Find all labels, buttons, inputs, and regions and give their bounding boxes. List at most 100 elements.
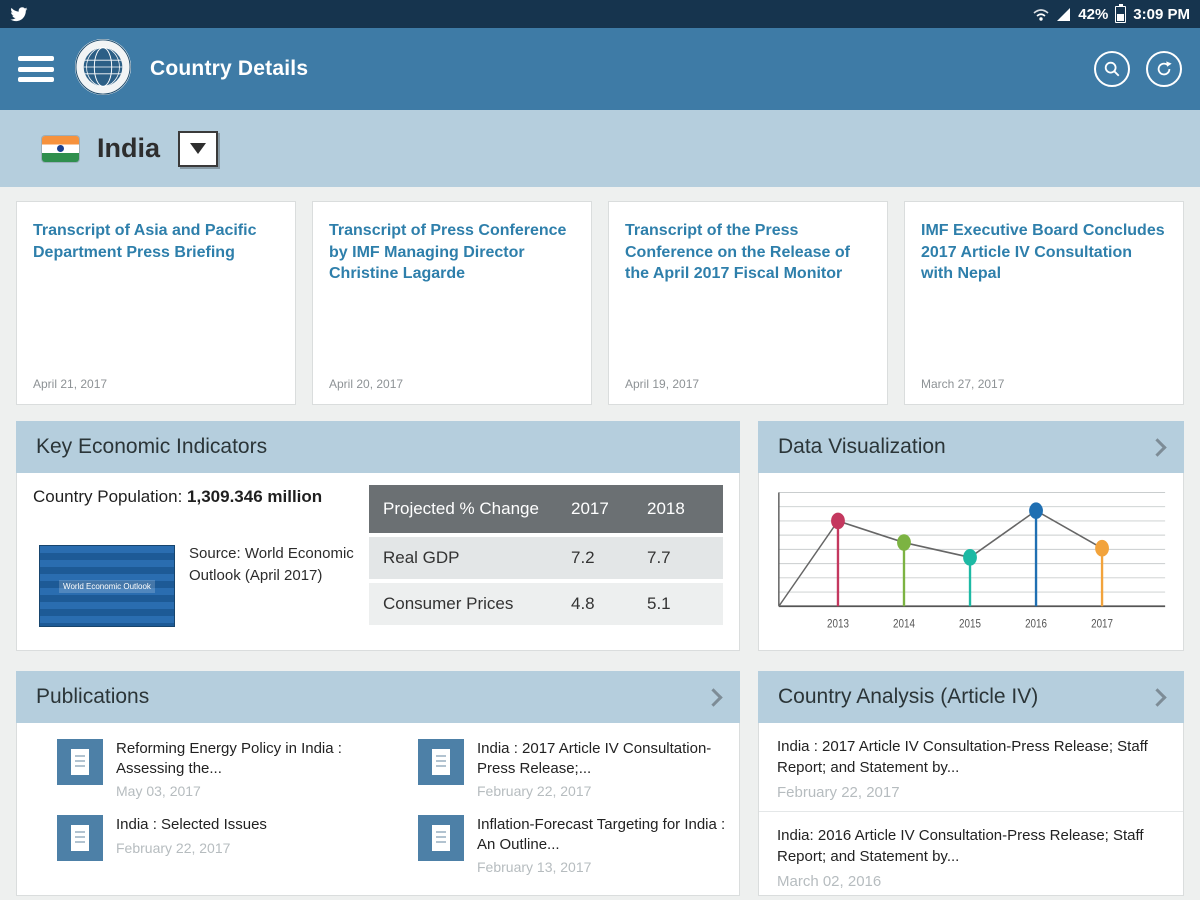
indicators-table: Projected % Change 2017 2018 Real GDP 7.… xyxy=(369,485,723,625)
news-card-date: March 27, 2017 xyxy=(921,377,1005,391)
news-card-date: April 19, 2017 xyxy=(625,377,700,391)
document-icon xyxy=(418,815,464,861)
app-bar: Country Details xyxy=(0,28,1200,110)
chevron-down-icon xyxy=(190,143,207,154)
bottom-row: Publications Reforming Energy Policy in … xyxy=(0,651,1200,896)
publication-item[interactable]: India : 2017 Article IV Consultation-Pre… xyxy=(378,729,739,805)
country-dropdown-button[interactable] xyxy=(178,130,219,167)
key-economic-indicators-header: Key Economic Indicators xyxy=(16,421,740,473)
row-value-2017: 7.2 xyxy=(571,548,595,567)
refresh-icon xyxy=(1157,61,1172,76)
row-value-2017: 4.8 xyxy=(571,594,595,613)
country-analysis-body: India : 2017 Article IV Consultation-Pre… xyxy=(758,723,1184,896)
data-visualization-body: 2013 2014 2015 2016 2017 xyxy=(758,473,1184,651)
news-card[interactable]: Transcript of the Press Conference on th… xyxy=(608,201,888,405)
search-icon xyxy=(1104,61,1120,77)
country-name: India xyxy=(97,133,161,163)
signal-icon xyxy=(1057,7,1071,21)
row-value-2018: 5.1 xyxy=(647,594,671,613)
country-population: Country Population: 1,309.346 million xyxy=(33,485,373,510)
panel-title: Key Economic Indicators xyxy=(36,435,268,458)
news-card-title: Transcript of Press Conference by IMF Ma… xyxy=(329,222,567,283)
publication-item[interactable]: Reforming Energy Policy in India : Asses… xyxy=(17,729,378,805)
page-title: Country Details xyxy=(150,57,309,80)
publication-title: India : 2017 Article IV Consultation-Pre… xyxy=(477,740,712,777)
status-time: 3:09 PM xyxy=(1133,5,1190,23)
data-viz-chart: 2013 2014 2015 2016 2017 xyxy=(778,492,1166,631)
col-2017: 2017 xyxy=(571,499,609,518)
row-value-2018: 7.7 xyxy=(647,548,671,567)
wifi-icon xyxy=(1033,9,1049,21)
document-icon xyxy=(57,739,103,785)
key-economic-indicators-body: Country Population: 1,309.346 million Wo… xyxy=(16,473,740,651)
panel-title: Publications xyxy=(36,685,150,708)
publication-title: India : Selected Issues xyxy=(116,816,267,833)
country-analysis-header[interactable]: Country Analysis (Article IV) xyxy=(758,671,1184,723)
chevron-right-icon[interactable] xyxy=(1148,437,1167,457)
document-icon xyxy=(418,739,464,785)
analysis-item[interactable]: India : 2017 Article IV Consultation-Pre… xyxy=(759,723,1183,812)
analysis-title: India: 2016 Article IV Consultation-Pres… xyxy=(777,827,1144,865)
twitter-icon xyxy=(10,6,28,21)
news-card[interactable]: Transcript of Asia and Pacific Departmen… xyxy=(16,201,296,405)
search-button[interactable] xyxy=(1094,51,1130,87)
table-row: Real GDP 7.2 7.7 xyxy=(369,537,723,579)
news-card-date: April 21, 2017 xyxy=(33,377,108,391)
analysis-title: India : 2017 Article IV Consultation-Pre… xyxy=(777,738,1148,776)
publication-item[interactable]: Inflation-Forecast Targeting for India :… xyxy=(378,805,739,881)
publication-date: February 22, 2017 xyxy=(477,783,592,799)
refresh-button[interactable] xyxy=(1146,51,1182,87)
row-label: Consumer Prices xyxy=(383,594,514,613)
source-text: Source: World Economic Outlook (April 20… xyxy=(189,545,354,584)
publication-item[interactable]: India : Selected Issues February 22, 201… xyxy=(17,805,378,881)
hamburger-menu-icon[interactable] xyxy=(18,56,54,82)
panel-title: Country Analysis (Article IV) xyxy=(778,685,1039,708)
news-card-date: April 20, 2017 xyxy=(329,377,404,391)
news-cards-row: Transcript of Asia and Pacific Departmen… xyxy=(0,187,1200,415)
data-visualization-panel: Data Visualization 2013 2014 2015 2016 2017 xyxy=(758,421,1184,651)
data-visualization-header[interactable]: Data Visualization xyxy=(758,421,1184,473)
battery-icon xyxy=(1115,3,1127,23)
publication-date: February 13, 2017 xyxy=(477,859,592,875)
row-label: Real GDP xyxy=(383,548,460,567)
analysis-date: March 02, 2016 xyxy=(777,873,882,890)
country-selector-bar: India xyxy=(0,110,1200,187)
publications-header[interactable]: Publications xyxy=(16,671,740,723)
publication-date: May 03, 2017 xyxy=(116,783,201,799)
population-value: 1,309.346 million xyxy=(187,487,323,506)
col-2018: 2018 xyxy=(647,499,685,518)
publications-panel: Publications Reforming Energy Policy in … xyxy=(16,671,740,896)
chevron-right-icon[interactable] xyxy=(704,687,723,707)
svg-text:2015: 2015 xyxy=(959,618,981,631)
imf-logo xyxy=(74,38,132,101)
chevron-right-icon[interactable] xyxy=(1148,687,1167,707)
news-card-title: IMF Executive Board Concludes 2017 Artic… xyxy=(921,222,1165,283)
svg-text:2014: 2014 xyxy=(893,618,915,631)
analysis-item[interactable]: India: 2016 Article IV Consultation-Pres… xyxy=(759,812,1183,895)
news-card[interactable]: Transcript of Press Conference by IMF Ma… xyxy=(312,201,592,405)
svg-text:2016: 2016 xyxy=(1025,618,1047,631)
publication-title: Reforming Energy Policy in India : Asses… xyxy=(116,740,342,777)
indicators-table-header: Projected % Change 2017 2018 xyxy=(369,485,723,533)
col-projected-change: Projected % Change xyxy=(383,499,539,518)
analysis-date: February 22, 2017 xyxy=(777,784,900,801)
panel-title: Data Visualization xyxy=(778,435,946,458)
document-icon xyxy=(57,815,103,861)
publication-title: Inflation-Forecast Targeting for India :… xyxy=(477,816,726,853)
india-flag-icon xyxy=(42,135,79,162)
middle-row: Key Economic Indicators Country Populati… xyxy=(0,415,1200,651)
status-bar: 42% 3:09 PM xyxy=(0,0,1200,28)
weo-thumbnail: World Economic Outlook xyxy=(39,545,175,627)
news-card[interactable]: IMF Executive Board Concludes 2017 Artic… xyxy=(904,201,1184,405)
table-row: Consumer Prices 4.8 5.1 xyxy=(369,583,723,625)
population-label: Country Population: xyxy=(33,487,188,506)
news-card-title: Transcript of the Press Conference on th… xyxy=(625,222,850,283)
svg-text:2013: 2013 xyxy=(827,618,849,631)
news-card-title: Transcript of Asia and Pacific Departmen… xyxy=(33,222,257,261)
publications-body: Reforming Energy Policy in India : Asses… xyxy=(16,723,740,896)
publication-date: February 22, 2017 xyxy=(116,839,231,856)
key-economic-indicators-panel: Key Economic Indicators Country Populati… xyxy=(16,421,740,651)
weo-thumbnail-caption: World Economic Outlook xyxy=(59,579,155,593)
country-analysis-panel: Country Analysis (Article IV) India : 20… xyxy=(758,671,1184,896)
